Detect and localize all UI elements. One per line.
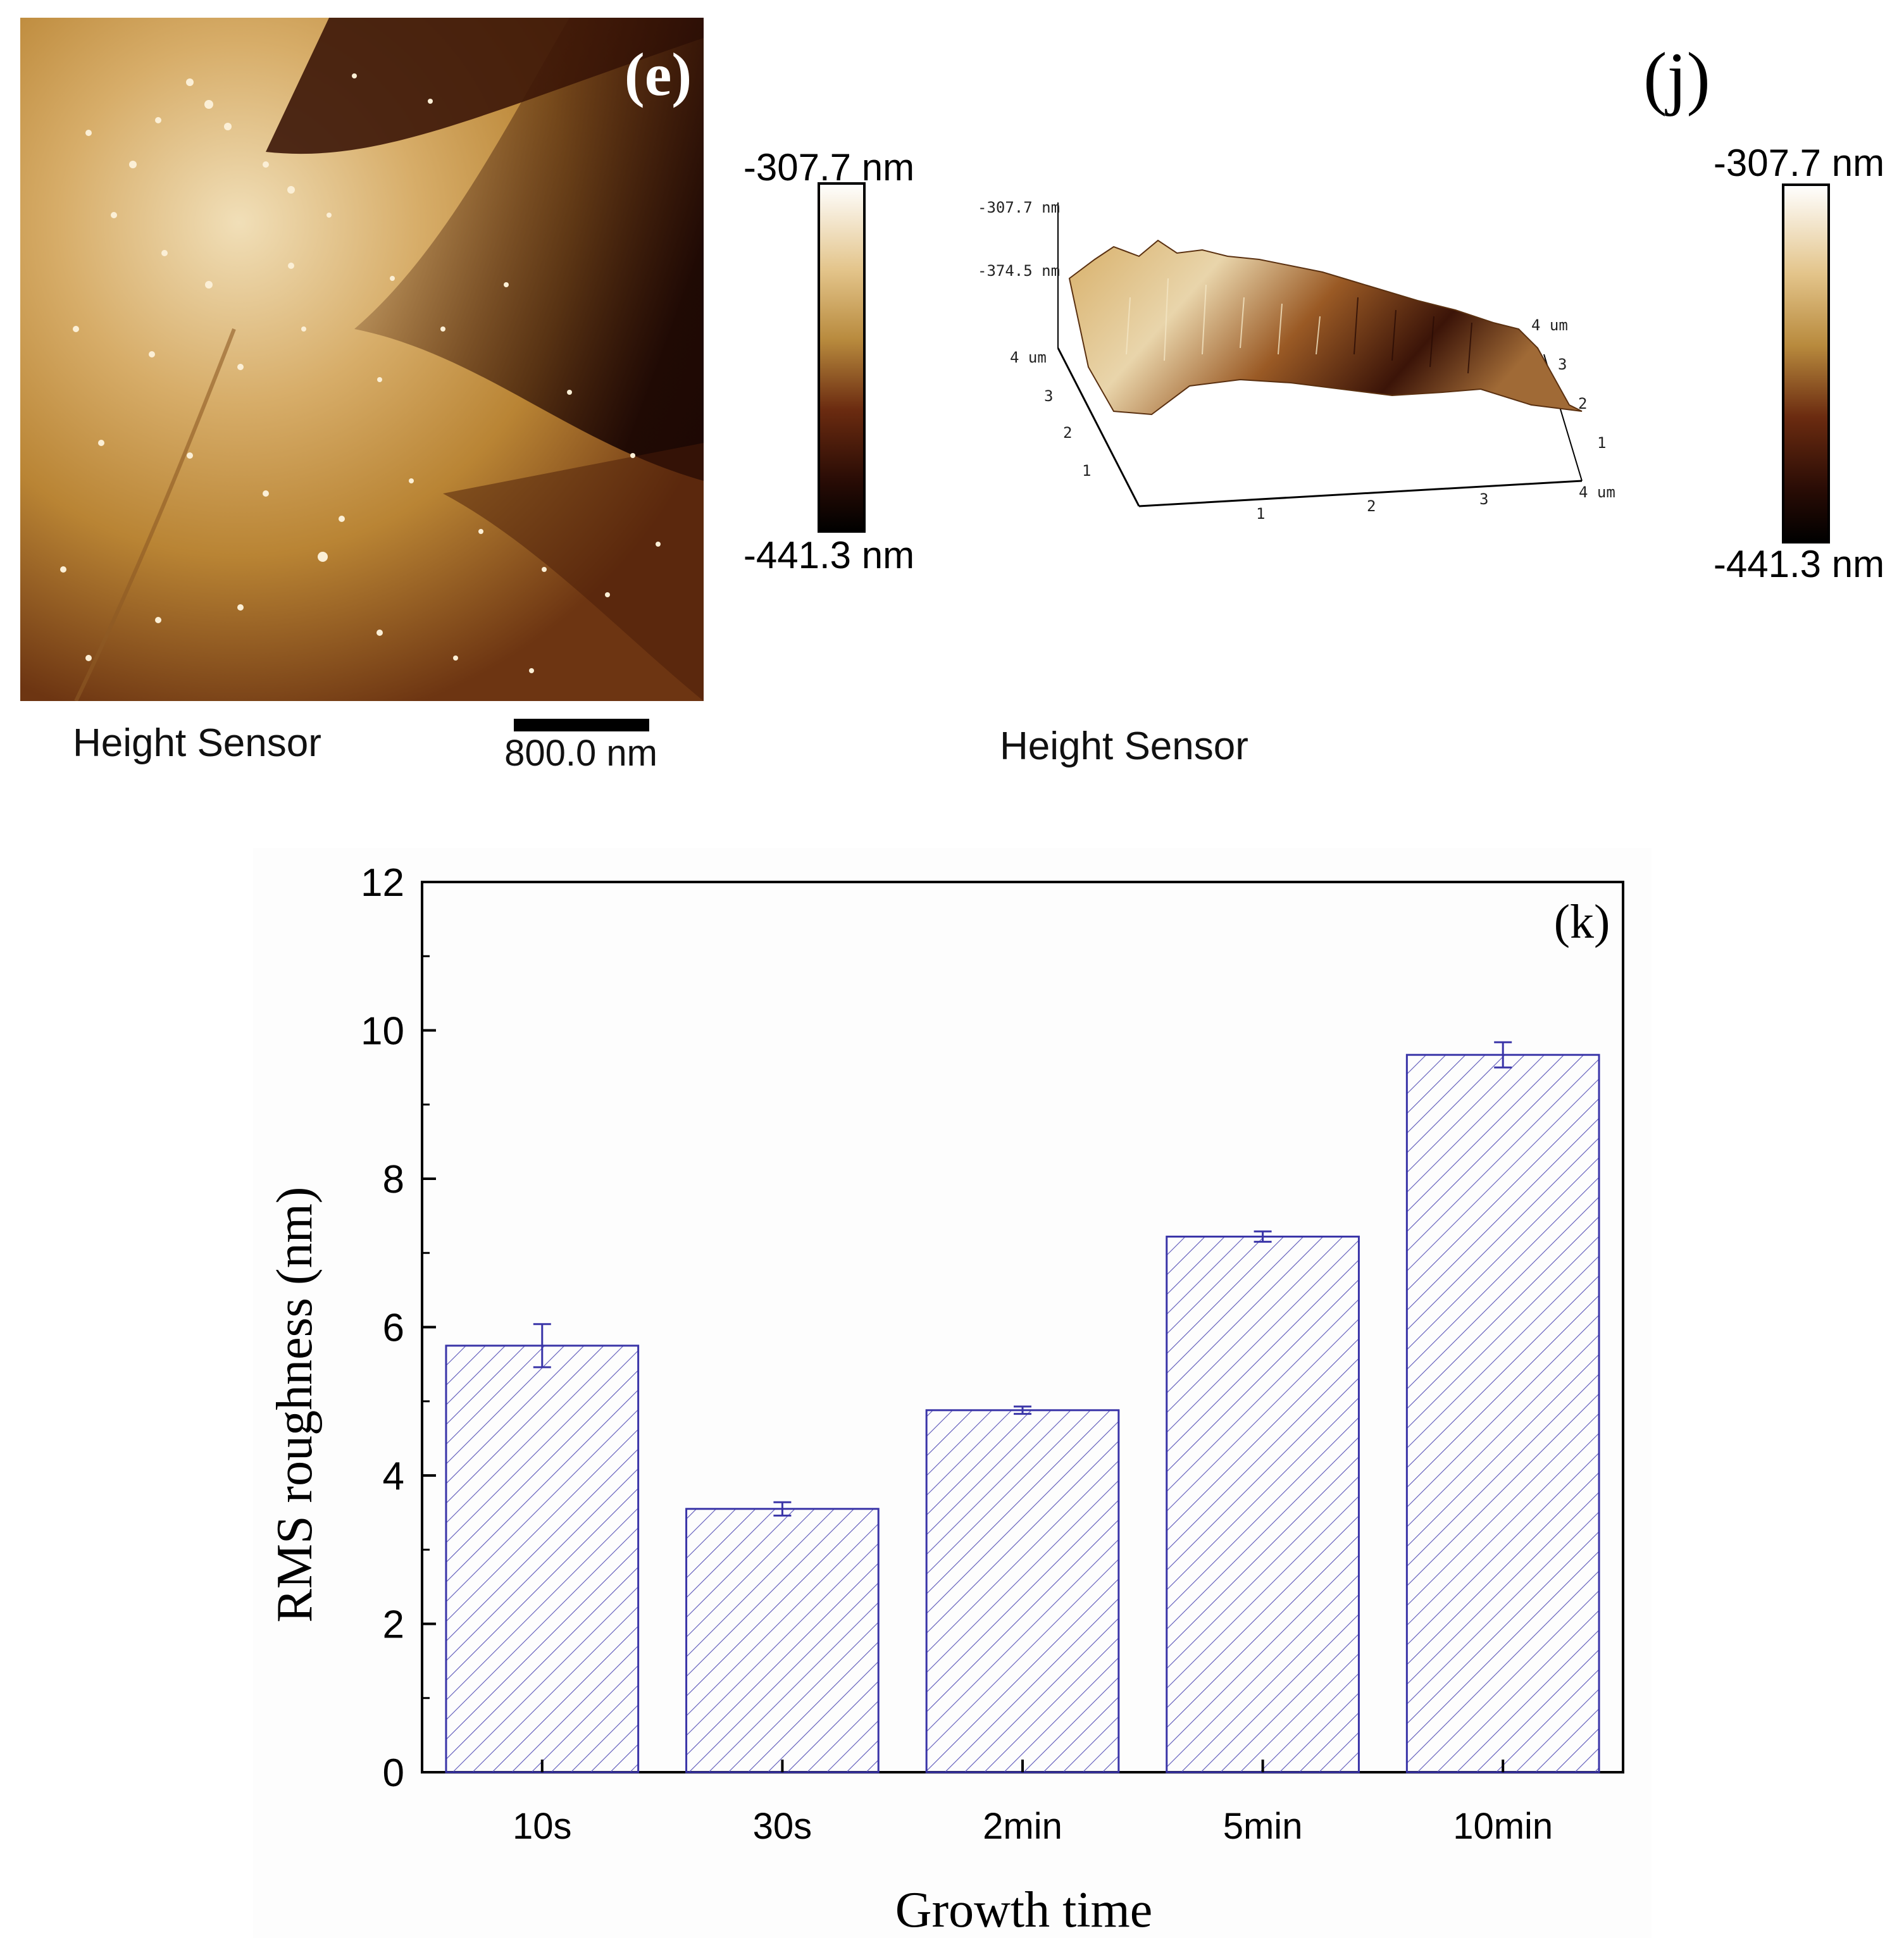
colorbar-j-max: -307.7 nm (1714, 142, 1884, 184)
panel-e-label: (e) (625, 40, 692, 108)
afm-3d-plot: -307.7 nm -374.5 nm 4 um 3 2 1 1 2 3 4 u… (978, 199, 1615, 523)
scale-bar-label: 800.0 nm (504, 733, 657, 774)
bar-10min (1405, 1053, 1600, 1773)
colorbar-e-min: -441.3 nm (744, 534, 914, 576)
x-axis-title: Growth time (895, 1882, 1153, 1938)
y-tick-label: 8 (383, 1158, 404, 1202)
x-axis: 10s 30s 2min 5min 10min (513, 1760, 1553, 1847)
z-tick-top: -307.7 nm (978, 199, 1060, 216)
y-tick-1: 3 (1044, 387, 1053, 405)
y-tick-label: 2 (383, 1603, 404, 1647)
bar-5min (1166, 1235, 1360, 1773)
x-tick-label: 2min (983, 1806, 1062, 1847)
afm-height-image (20, 18, 704, 701)
y-tick-3: 1 (1082, 462, 1091, 480)
bar-2min (925, 1409, 1120, 1773)
x-tick-2: 3 (1479, 490, 1488, 508)
afm-panels-svg: (e) -307.7 nm -441.3 nm Height Sensor 80… (20, 18, 1884, 774)
y-axis-title: RMS roughness (nm) (267, 1187, 323, 1623)
r-tick-3: 1 (1597, 434, 1606, 452)
panel-k-label: (k) (1554, 895, 1610, 948)
colorbar-j (1782, 183, 1830, 544)
r-tick-2: 2 (1578, 395, 1587, 413)
y-tick-label: 4 (383, 1455, 404, 1498)
y-axis: 0 2 4 6 8 10 12 (361, 861, 436, 1795)
panel-e-caption: Height Sensor (73, 721, 321, 765)
r-tick-0: 4 um (1531, 316, 1568, 334)
y-tick-0: 4 um (1010, 349, 1047, 366)
y-tick-label: 0 (383, 1751, 404, 1795)
y-tick-label: 6 (383, 1307, 404, 1350)
scale-bar (514, 719, 649, 731)
y-tick-2: 2 (1063, 424, 1072, 442)
x-tick-label: 30s (753, 1806, 812, 1847)
r-tick-1: 3 (1558, 356, 1567, 373)
x-tick-0: 1 (1256, 505, 1265, 523)
panel-j-caption: Height Sensor (1000, 724, 1248, 768)
x-tick-label: 10min (1453, 1806, 1553, 1847)
bar-30s (685, 1508, 880, 1773)
z-tick-mid: -374.5 nm (978, 262, 1060, 280)
afm-panels: (e) -307.7 nm -441.3 nm Height Sensor 80… (0, 0, 1904, 785)
panel-j-label: (j) (1643, 39, 1710, 117)
x-tick-label: 10s (513, 1806, 572, 1847)
x-tick-label: 5min (1223, 1806, 1303, 1847)
colorbar-j-min: -441.3 nm (1714, 543, 1884, 585)
y-tick-label: 12 (361, 861, 404, 905)
bars (445, 1041, 1600, 1773)
bar-10s (445, 1345, 640, 1773)
x-tick-1: 2 (1367, 497, 1376, 515)
y-tick-label: 10 (361, 1010, 404, 1053)
colorbar-e (818, 182, 866, 533)
colorbar-e-max: -307.7 nm (744, 146, 914, 189)
afm-particles (60, 73, 661, 673)
x-tick-3: 4 um (1579, 483, 1615, 501)
